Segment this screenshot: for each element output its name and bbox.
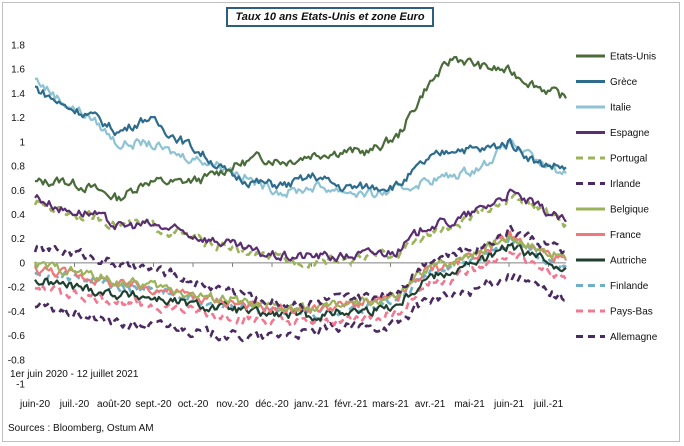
x-tick-label: oct.-20 (178, 399, 209, 410)
series-line-espagne (34, 188, 567, 263)
x-tick-label: juin-21 (493, 399, 524, 410)
y-tick-label: 1 (19, 137, 25, 148)
legend-label: Espagne (610, 128, 650, 139)
chart-frame (2, 2, 680, 442)
legend-label: Italie (610, 103, 632, 114)
legend-label: Pays-Bas (610, 307, 653, 318)
x-tick-label: déc.-20 (255, 399, 289, 410)
x-tick-label: sept.-20 (135, 399, 172, 410)
series-line-italie (34, 77, 567, 199)
y-tick-label: 0.4 (11, 210, 25, 221)
series-line-pays-bas (34, 251, 568, 328)
x-tick-label: août-20 (97, 399, 131, 410)
period-note: 1er juin 2020 - 12 juillet 2021 (10, 369, 139, 380)
y-tick-label: -0.2 (8, 283, 26, 294)
y-tick-label: -0.8 (8, 355, 26, 366)
series-line-autriche (34, 242, 567, 322)
sources-note: Sources : Bloomberg, Ostum AM (8, 423, 154, 434)
y-tick-label: 0.6 (11, 186, 25, 197)
legend-label: Irlande (610, 179, 641, 190)
x-tick-label: janv.-21 (293, 399, 329, 410)
series-line-etats-unis (34, 55, 567, 202)
legend-label: Autriche (610, 256, 647, 267)
y-tick-label: -0.4 (8, 307, 26, 318)
legend-label: Finlande (610, 281, 649, 292)
legend-label: Portugal (610, 154, 647, 165)
series-line-belgique (33, 234, 567, 313)
legend-label: Etats-Unis (610, 52, 656, 63)
x-tick-label: juil.-21 (533, 399, 564, 410)
series-line-irlande (33, 223, 567, 309)
y-tick-label: 0.8 (11, 162, 25, 173)
legend-label: Belgique (610, 205, 649, 216)
chart-title: Taux 10 ans Etats-Unis et zone Euro (226, 7, 434, 27)
y-tick-label: 0.2 (11, 234, 25, 245)
series-line-gr-ce (34, 85, 567, 193)
y-tick-label: -1 (16, 380, 25, 391)
y-tick-label: 0 (19, 258, 25, 269)
y-tick-label: 1.6 (11, 65, 25, 76)
x-tick-label: nov.-20 (216, 399, 249, 410)
x-tick-label: avr.-21 (415, 399, 446, 410)
y-tick-label: 1.2 (11, 113, 25, 124)
x-tick-label: févr.-21 (334, 399, 368, 410)
x-tick-label: juin-20 (19, 399, 50, 410)
legend-label: Grèce (610, 77, 638, 88)
series-line-allemagne (34, 273, 567, 343)
y-tick-label: 1.8 (11, 41, 25, 52)
x-tick-label: juil.-20 (59, 399, 90, 410)
y-tick-label: 1.4 (11, 89, 25, 100)
y-tick-label: -0.6 (8, 331, 26, 342)
legend-label: France (610, 230, 642, 241)
series-line-portugal (33, 192, 568, 269)
legend-label: Allemagne (610, 332, 658, 343)
x-tick-label: mai-21 (454, 399, 485, 410)
x-tick-label: mars-21 (372, 399, 409, 410)
